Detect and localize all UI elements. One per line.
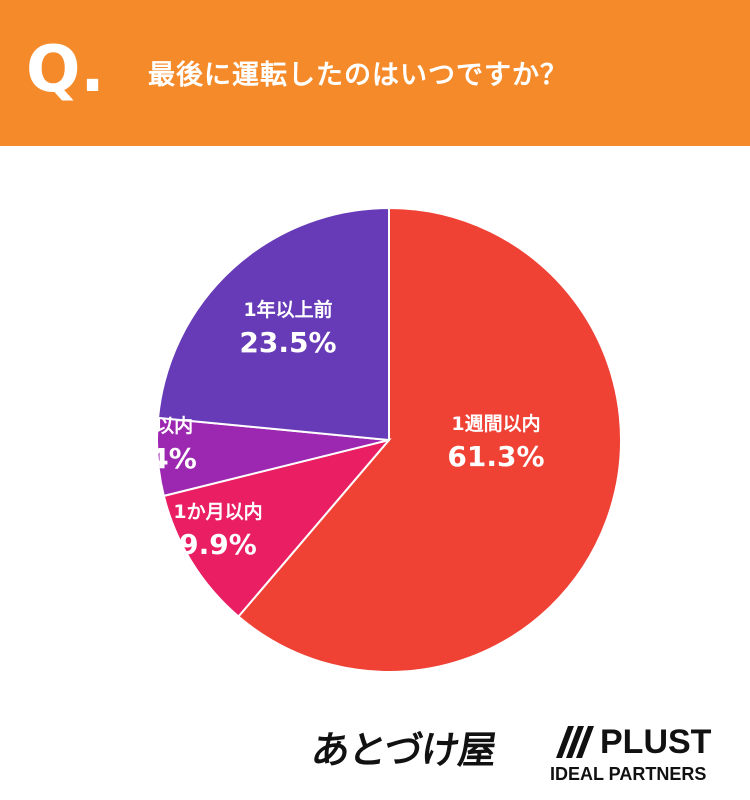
plust-mark-icon bbox=[556, 726, 594, 758]
pie-slice-2 bbox=[162, 438, 392, 618]
slice-label-2: 1か月以内 bbox=[173, 500, 262, 523]
pie-slice-4 bbox=[156, 206, 390, 442]
question-header: Q. 最後に運転したのはいつですか？ bbox=[0, 0, 750, 146]
slice-label-1: 1週間以内 bbox=[451, 412, 540, 435]
plust-name: PLUST bbox=[600, 723, 712, 761]
slice-value-1: 61.3% bbox=[447, 440, 544, 473]
q-mark: Q. bbox=[26, 33, 105, 107]
question-text: 最後に運転したのはいつですか？ bbox=[148, 60, 568, 91]
footer-logos: あとづけ屋 PLUST IDEAL PARTNERS bbox=[0, 706, 750, 800]
slice-value-2: 9.9% bbox=[179, 528, 257, 561]
plust-logo: PLUST IDEAL PARTNERS bbox=[550, 720, 730, 790]
slice-value-3: 5.4% bbox=[119, 442, 197, 475]
pie-chart-svg: 1週間以内 61.3% 1か月以内 9.9% 1年以内 5.4% 1年以上前 23.5% bbox=[119, 206, 622, 673]
slice-label-4: 1年以上前 bbox=[243, 298, 332, 321]
plust-subtitle: IDEAL PARTNERS bbox=[550, 764, 707, 784]
pie-slice-1 bbox=[237, 206, 622, 673]
slice-value-4: 23.5% bbox=[239, 326, 336, 359]
slice-label-3: 1年以内 bbox=[123, 414, 193, 437]
atozukeya-logo: あとづけ屋 bbox=[308, 728, 499, 772]
pie-chart: 1週間以内 61.3% 1か月以内 9.9% 1年以内 5.4% 1年以上前 23.5% bbox=[0, 146, 750, 706]
